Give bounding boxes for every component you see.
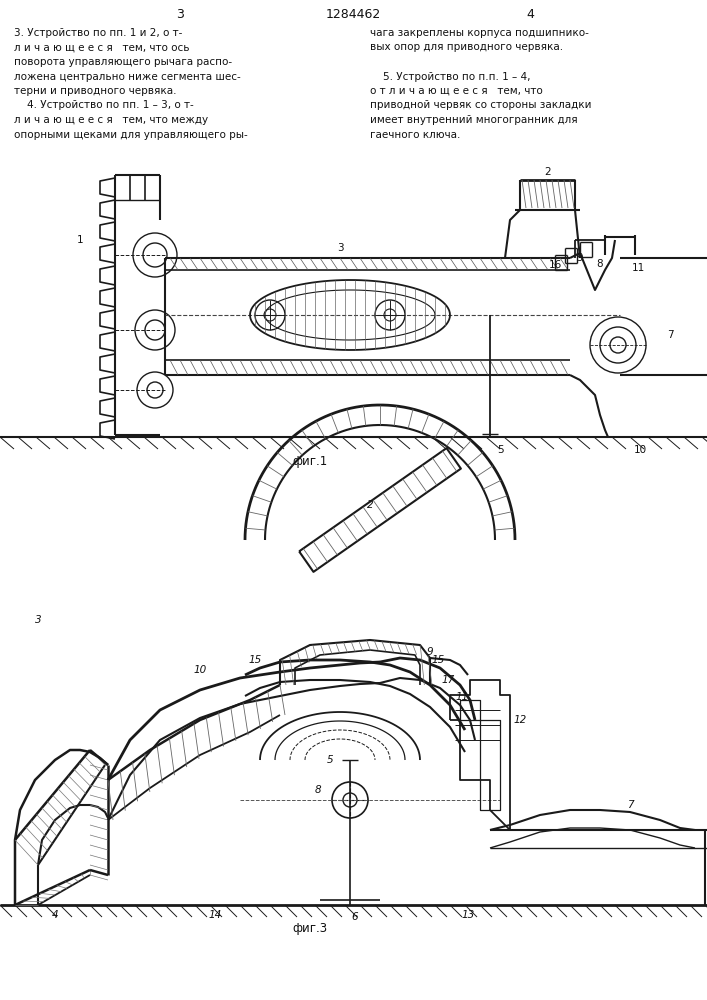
Text: фиг.1: фиг.1 xyxy=(293,455,327,468)
Text: поворота управляющего рычага распо-: поворота управляющего рычага распо- xyxy=(14,57,232,67)
Text: л и ч а ю щ е е с я   тем, что между: л и ч а ю щ е е с я тем, что между xyxy=(14,115,208,125)
Text: 8: 8 xyxy=(315,785,321,795)
Text: 3: 3 xyxy=(176,8,184,21)
Text: 12: 12 xyxy=(513,715,527,725)
Text: 3. Устройство по пп. 1 и 2, о т-: 3. Устройство по пп. 1 и 2, о т- xyxy=(14,28,182,38)
Text: 8: 8 xyxy=(597,259,603,269)
Text: 3: 3 xyxy=(35,615,41,625)
Text: 2: 2 xyxy=(367,500,373,510)
Text: 2: 2 xyxy=(544,167,551,177)
Text: 7: 7 xyxy=(667,330,673,340)
Text: 16: 16 xyxy=(549,260,561,270)
Text: 10: 10 xyxy=(633,445,647,455)
Text: 3: 3 xyxy=(337,243,344,253)
Text: 5: 5 xyxy=(497,445,503,455)
Text: 15: 15 xyxy=(248,655,262,665)
Text: л и ч а ю щ е е с я   тем, что ось: л и ч а ю щ е е с я тем, что ось xyxy=(14,42,189,52)
Text: о т л и ч а ю щ е е с я   тем, что: о т л и ч а ю щ е е с я тем, что xyxy=(370,86,543,96)
Text: 11: 11 xyxy=(455,692,469,702)
Text: терни и приводного червяка.: терни и приводного червяка. xyxy=(14,86,177,96)
Text: 17: 17 xyxy=(441,675,455,685)
Text: ложена центрально ниже сегмента шес-: ложена центрально ниже сегмента шес- xyxy=(14,72,241,82)
Text: 4: 4 xyxy=(52,910,58,920)
Text: 5: 5 xyxy=(327,755,333,765)
Text: 9: 9 xyxy=(577,253,583,263)
Text: 5. Устройство по п.п. 1 – 4,: 5. Устройство по п.п. 1 – 4, xyxy=(370,72,530,82)
Text: 1: 1 xyxy=(76,235,83,245)
Text: 4: 4 xyxy=(526,8,534,21)
Text: гаечного ключа.: гаечного ключа. xyxy=(370,129,460,139)
Text: 11: 11 xyxy=(631,263,645,273)
Text: опорными щеками для управляющего ры-: опорными щеками для управляющего ры- xyxy=(14,129,247,139)
Text: 7: 7 xyxy=(626,800,633,810)
Text: 4. Устройство по пп. 1 – 3, о т-: 4. Устройство по пп. 1 – 3, о т- xyxy=(14,101,194,110)
Text: фиг.3: фиг.3 xyxy=(293,922,327,935)
Text: 1284462: 1284462 xyxy=(325,8,380,21)
Text: 6: 6 xyxy=(351,912,358,922)
Text: 10: 10 xyxy=(194,665,206,675)
Text: чага закреплены корпуса подшипнико-: чага закреплены корпуса подшипнико- xyxy=(370,28,589,38)
Text: 9: 9 xyxy=(427,647,433,657)
Text: приводной червяк со стороны закладки: приводной червяк со стороны закладки xyxy=(370,101,592,110)
Text: 15: 15 xyxy=(431,655,445,665)
Text: 13: 13 xyxy=(462,910,474,920)
Text: вых опор для приводного червяка.: вых опор для приводного червяка. xyxy=(370,42,563,52)
Text: 14: 14 xyxy=(209,910,221,920)
Text: имеет внутренний многогранник для: имеет внутренний многогранник для xyxy=(370,115,578,125)
